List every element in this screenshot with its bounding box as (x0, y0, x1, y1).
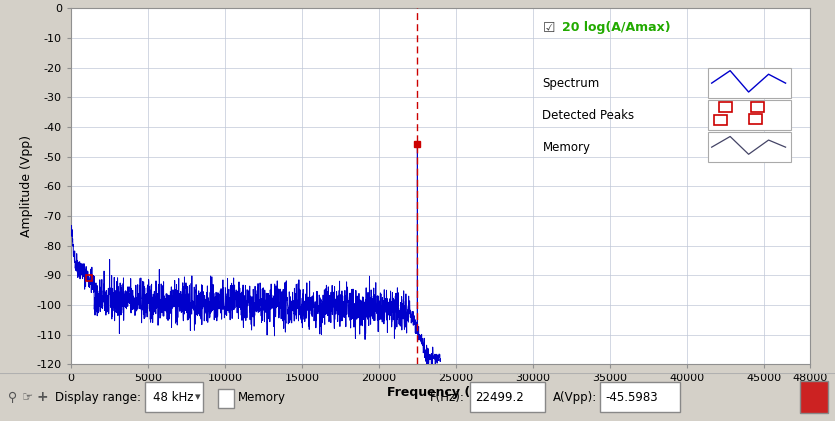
FancyBboxPatch shape (708, 100, 791, 130)
Text: F(Hz):: F(Hz): (430, 391, 465, 404)
Bar (218, 389, 234, 408)
FancyBboxPatch shape (708, 68, 791, 98)
Text: 48 kHz: 48 kHz (153, 391, 194, 404)
Bar (600, 382, 680, 412)
Text: ⚲: ⚲ (8, 391, 18, 404)
Y-axis label: Amplitude (Vpp): Amplitude (Vpp) (20, 135, 33, 237)
Text: ▾: ▾ (195, 392, 200, 402)
Bar (470, 382, 545, 412)
Bar (145, 382, 203, 412)
Text: ☞: ☞ (22, 391, 33, 404)
Text: Display range:: Display range: (55, 391, 141, 404)
Text: 20 log(A/Amax): 20 log(A/Amax) (563, 21, 671, 34)
Text: Spectrum: Spectrum (543, 77, 600, 90)
Text: A(Vpp):: A(Vpp): (553, 391, 597, 404)
Bar (800, 381, 828, 413)
Text: -45.5983: -45.5983 (605, 391, 658, 404)
Text: Memory: Memory (238, 391, 286, 404)
Text: Memory: Memory (543, 141, 590, 154)
Text: +: + (36, 390, 48, 405)
FancyBboxPatch shape (708, 132, 791, 162)
Text: ☑: ☑ (543, 21, 555, 35)
Text: Detected Peaks: Detected Peaks (543, 109, 635, 122)
X-axis label: Frequency (Hz): Frequency (Hz) (387, 386, 493, 399)
Text: 22499.2: 22499.2 (475, 391, 524, 404)
